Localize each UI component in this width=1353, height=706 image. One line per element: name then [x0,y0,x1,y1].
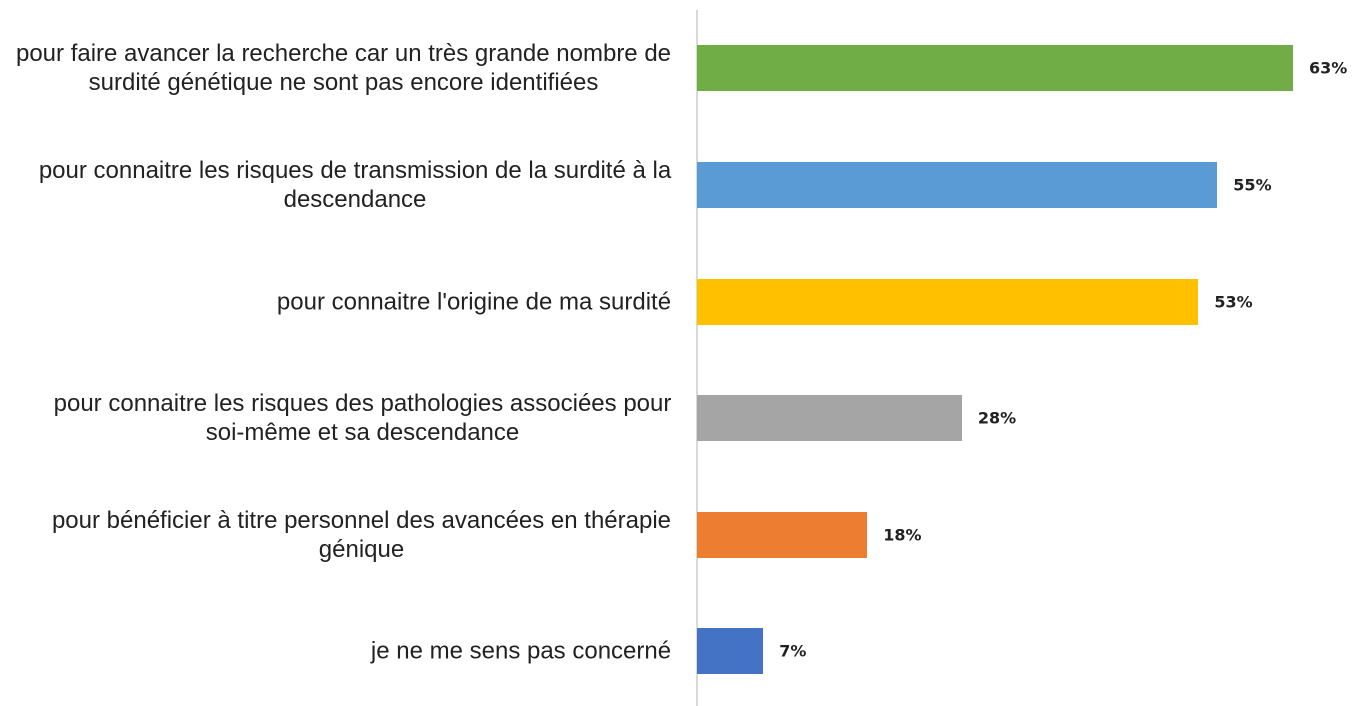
value-label: 55% [1233,175,1272,195]
category-label: pour connaitre l'origine de ma surdité [276,288,672,315]
category-label: pour faire avancer la recherche car un t… [15,40,672,97]
category-label: pour connaitre les risques de transmissi… [38,156,672,213]
category-label: pour connaitre les risques des pathologi… [53,390,672,447]
value-label: 63% [1308,58,1348,78]
bar [697,628,764,675]
value-label: 7% [779,641,807,661]
bar [697,511,868,558]
bar [697,45,1293,92]
bar [697,161,1218,208]
value-label: 28% [977,408,1017,428]
bar [697,278,1199,325]
value-label: 53% [1214,292,1253,311]
axis-line [696,10,698,706]
value-label: 18% [883,525,922,545]
category-label: je ne me sens pas concerné [370,637,672,665]
bar [697,395,962,442]
category-label: pour bénéficier à titre personnel des av… [51,506,672,563]
